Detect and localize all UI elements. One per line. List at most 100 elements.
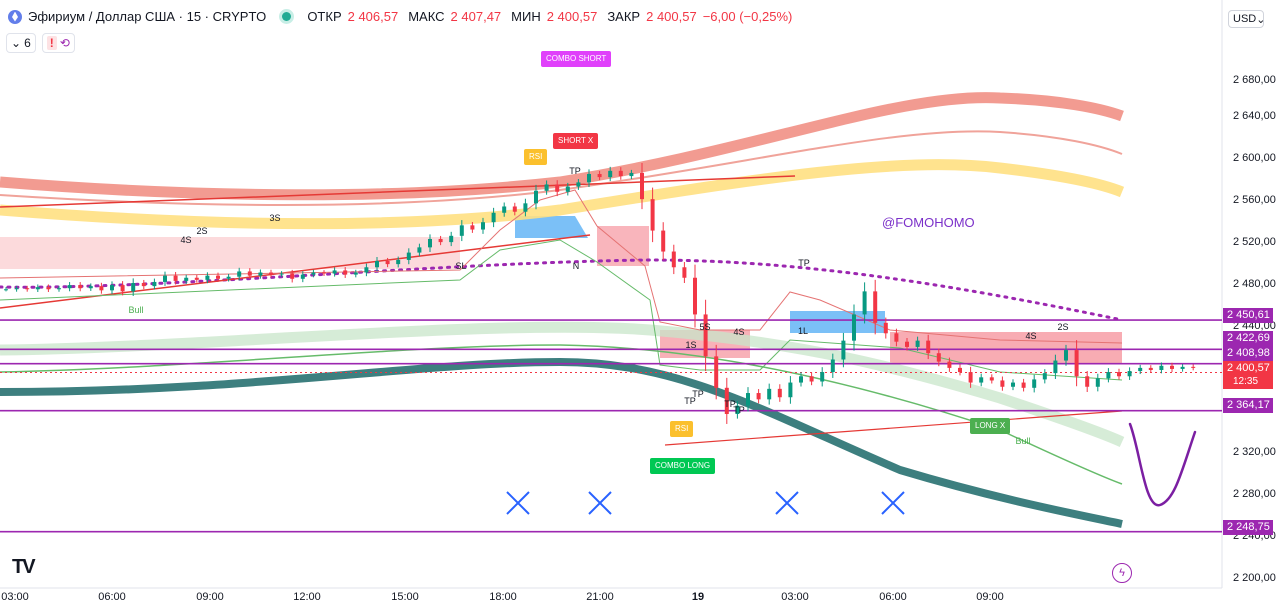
price-tick: 2 320,00 [1233, 446, 1276, 458]
candle-body [1170, 365, 1174, 369]
candle-body [46, 287, 51, 290]
candle-body [534, 190, 538, 204]
signal-label: 1L [797, 326, 809, 336]
candle-body [67, 285, 72, 289]
currency-select[interactable]: USD ⌄ [1228, 10, 1265, 28]
envelope-line [0, 239, 1123, 381]
x-marker-icon [881, 491, 905, 515]
watermark-annotation: @FOMOHOMO [882, 215, 975, 230]
candle-body [470, 225, 475, 230]
candle-body [1053, 360, 1058, 374]
candle-body [163, 275, 167, 282]
candle-body [724, 387, 729, 415]
candle-body [544, 184, 549, 191]
moving-average-band [0, 159, 1125, 230]
chart-header: Эфириум / Доллар США · 15 · CRYPTO ОТКР 2… [8, 9, 792, 24]
candle-body [1042, 373, 1047, 380]
bolt-icon[interactable]: ϟ [1112, 563, 1132, 583]
indicators-count: 6 [24, 36, 31, 50]
rsi-tag-bottom: RSI [670, 421, 694, 437]
supply-zone [890, 332, 1122, 364]
candle-body [587, 173, 591, 183]
candle-body [894, 333, 899, 342]
signal-label: TP [684, 396, 696, 406]
cloud-zone [790, 311, 885, 333]
candle-body [269, 272, 273, 275]
candle-body [989, 377, 994, 381]
change-value: −6,00 (−0,25%) [702, 9, 793, 24]
candle-body [576, 182, 581, 187]
signal-label: SL [455, 261, 467, 271]
indicators-toggle[interactable]: ⌄ 6 [6, 33, 36, 53]
close-label: ЗАКР [607, 9, 641, 24]
alert-button[interactable]: ! ⟲ [41, 33, 75, 53]
candle-body [99, 286, 104, 291]
signal-label: N [572, 261, 580, 271]
signal-label: 4S [1025, 331, 1037, 341]
signal-label: 1S [685, 340, 697, 350]
candle-body [57, 288, 61, 290]
candle-body [216, 275, 220, 279]
candle-body [841, 340, 846, 360]
candle-body [756, 393, 761, 400]
candle-body [258, 272, 263, 276]
combo-long-tag: COMBO LONG [650, 458, 716, 474]
candle-body [438, 238, 443, 243]
candle-body [926, 340, 931, 354]
low-label: МИН [511, 9, 541, 24]
candle-body [1074, 350, 1079, 377]
x-marker-icon [775, 491, 799, 515]
candle-body [332, 270, 337, 274]
cloud-zone [515, 216, 588, 238]
candle-body [565, 186, 570, 192]
candle-body [671, 251, 676, 268]
signal-label: 2S [1057, 322, 1069, 332]
time-tick: 06:00 [879, 591, 907, 603]
candle-body [406, 252, 411, 260]
level-tag: 2 248,75 [1223, 520, 1273, 535]
time-tick: 09:00 [976, 591, 1004, 603]
high-label: МАКС [408, 9, 445, 24]
candle-body [1095, 378, 1100, 387]
candle-body [1117, 372, 1121, 377]
candle-body [194, 277, 199, 280]
last-price-tag: 2 400,57 [1223, 361, 1273, 376]
candle-body [852, 314, 856, 341]
candle-body [640, 172, 644, 200]
candle-body [237, 271, 242, 277]
candle-body [502, 206, 507, 213]
hand-drawn-curve [1128, 422, 1197, 507]
candle-body [152, 281, 157, 287]
long-x-tag: LONG X [970, 418, 1011, 434]
level-tag: 2 450,61 [1223, 308, 1273, 323]
tradingview-logo[interactable]: TV [12, 556, 36, 578]
candle-body [449, 235, 454, 243]
candle-body [862, 291, 867, 315]
candle-body [1191, 366, 1196, 368]
candle-body [915, 340, 920, 347]
price-tick: 2 280,00 [1233, 488, 1276, 500]
candle-body [1180, 366, 1185, 369]
candle-body [979, 377, 984, 383]
symbol-title[interactable]: Эфириум / Доллар США · 15 · CRYPTO [28, 9, 267, 24]
candle-body [131, 282, 136, 292]
candle-body [428, 238, 432, 248]
price-tick: 2 560,00 [1233, 194, 1276, 206]
price-tick: 2 640,00 [1233, 110, 1276, 122]
candle-body [693, 277, 697, 315]
candle-body [555, 184, 560, 192]
open-label: ОТКР [307, 9, 342, 24]
price-tick: 2 520,00 [1233, 236, 1276, 248]
candle-body [936, 353, 941, 362]
signal-label: TP [692, 389, 704, 399]
candle-body [35, 287, 40, 290]
candle-body [1106, 372, 1111, 379]
low-value: 2 400,57 [546, 9, 598, 24]
candle-body [1021, 382, 1026, 388]
candle-body [141, 282, 146, 287]
candle-body [746, 393, 750, 406]
candle-body [735, 405, 740, 415]
level-tag: 2 408,98 [1223, 346, 1273, 361]
time-tick-day: 19 [691, 591, 705, 603]
